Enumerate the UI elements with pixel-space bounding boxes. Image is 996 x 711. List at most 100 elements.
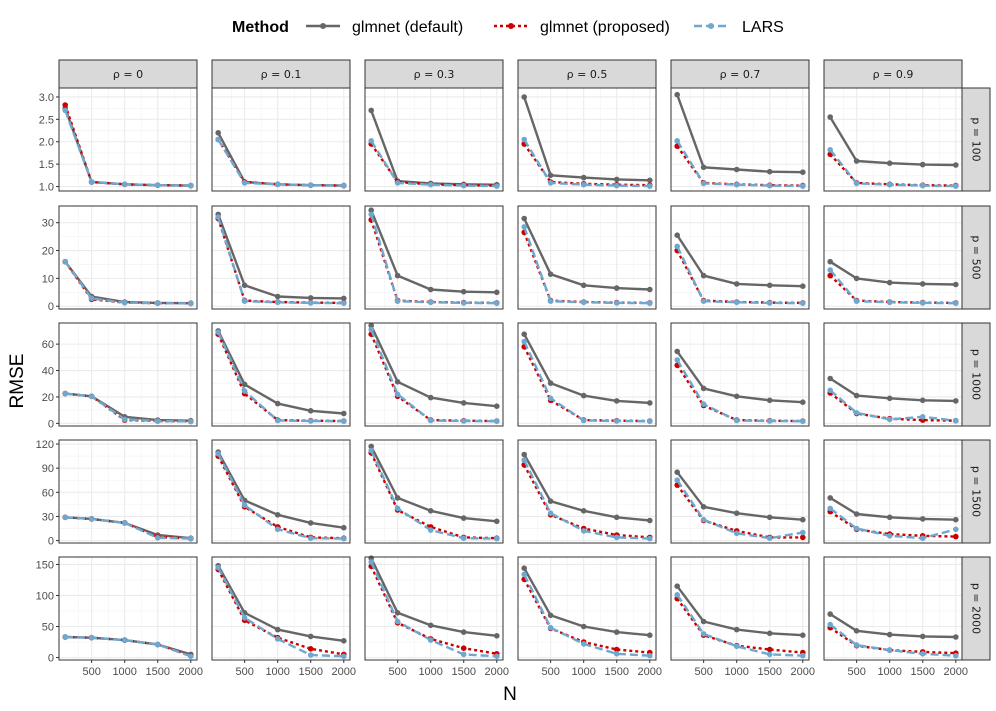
data-point-lars	[215, 214, 221, 220]
panel-bg	[59, 557, 197, 660]
panel-border	[670, 205, 810, 310]
series-line-lars	[676, 140, 803, 188]
data-point-lars	[700, 401, 707, 408]
data-point-lars	[427, 417, 434, 424]
data-point-default	[274, 626, 281, 633]
legend-label-proposed: glmnet (proposed)	[540, 19, 670, 36]
data-point-default	[394, 272, 401, 279]
series-line-lars	[217, 138, 344, 187]
data-point-lars	[733, 181, 740, 188]
data-point-lars	[953, 526, 959, 533]
y-axis-title: RMSE	[7, 354, 28, 409]
panel-border	[211, 205, 351, 310]
data-point-default	[674, 583, 680, 589]
data-point-default	[800, 632, 806, 638]
row-strip-label: p = 1500	[970, 466, 983, 517]
facet-panel	[211, 439, 351, 544]
data-point-lars	[215, 564, 221, 571]
facet-panel	[517, 439, 657, 544]
col-strip: ρ = 0	[58, 59, 198, 89]
col-strip-bg	[364, 59, 504, 89]
data-point-lars	[521, 338, 527, 345]
data-point-lars	[494, 300, 500, 307]
data-point-lars	[674, 357, 680, 363]
data-point-lars	[766, 182, 773, 189]
data-point-lars	[886, 533, 893, 539]
facet-panel	[823, 87, 963, 192]
data-point-default	[521, 331, 527, 338]
data-point-lars	[394, 298, 401, 305]
y-tick-label: 0	[48, 301, 54, 313]
y-tick-label: 150	[36, 559, 54, 571]
data-point-default	[733, 626, 740, 633]
data-point-lars	[521, 571, 527, 578]
data-point-lars	[580, 528, 587, 534]
data-point-default	[580, 508, 587, 514]
data-point-default	[700, 385, 707, 392]
data-point-lars	[827, 505, 833, 512]
facet-panel	[517, 322, 657, 427]
data-point-lars	[215, 450, 221, 457]
data-point-default	[521, 94, 527, 100]
series-line-proposed	[217, 333, 344, 423]
row-strip: p = 1000	[961, 322, 991, 427]
data-point-default	[800, 399, 806, 406]
facet-panel	[364, 439, 504, 544]
x-tick-label: 500	[82, 666, 100, 678]
y-tick-label: 40	[42, 366, 54, 378]
data-point-lars	[274, 181, 281, 188]
data-point-lars	[953, 300, 959, 307]
data-point-lars	[274, 299, 281, 306]
data-point-lars	[700, 180, 707, 187]
data-point-lars	[853, 180, 860, 187]
x-tick-label: 2000	[944, 666, 968, 678]
data-point-default	[700, 272, 707, 279]
data-point-lars	[121, 299, 128, 306]
data-point-lars	[307, 535, 314, 541]
panel-border	[211, 87, 351, 192]
y-tick-label: 20	[42, 392, 54, 404]
y-tick-label: 30	[42, 511, 54, 523]
data-point-lars	[307, 652, 314, 658]
row-strip-bg	[961, 439, 991, 544]
data-point-lars	[766, 300, 773, 306]
data-point-default	[766, 514, 773, 521]
legend-entry-default: glmnet (default)	[306, 19, 463, 36]
panel-bg	[824, 206, 962, 309]
col-strip: ρ = 0.1	[211, 59, 351, 89]
data-point-default	[700, 164, 707, 171]
col-strip-bg	[211, 59, 351, 89]
panel-border	[823, 87, 963, 192]
y-tick-label: 30	[42, 218, 54, 230]
y-tick-label: 1.0	[39, 182, 54, 194]
data-point-lars	[766, 418, 773, 424]
row-strip-bg	[961, 322, 991, 427]
x-tick-label: 500	[235, 666, 253, 678]
data-point-lars	[547, 298, 554, 305]
x-tick-label: 2000	[332, 666, 356, 678]
legend-title: Method	[232, 19, 289, 36]
facet-panel	[517, 87, 657, 192]
data-point-lars	[62, 634, 68, 640]
data-point-lars	[919, 182, 926, 189]
data-point-lars	[460, 182, 467, 189]
panel-border	[517, 87, 657, 192]
x-tick-label: 1000	[877, 666, 901, 678]
data-point-lars	[733, 299, 740, 306]
data-point-default	[647, 177, 653, 184]
data-point-lars	[647, 183, 653, 189]
legend: Method glmnet (default) glmnet (proposed…	[232, 19, 784, 36]
data-point-lars	[953, 417, 959, 424]
data-point-lars	[547, 510, 554, 516]
data-point-lars	[827, 621, 833, 628]
facet-panel	[517, 205, 657, 310]
data-point-lars	[241, 388, 248, 394]
facet-panel	[211, 322, 351, 427]
data-point-lars	[580, 299, 587, 306]
data-point-default	[547, 271, 554, 278]
data-point-default	[460, 515, 467, 521]
data-point-default	[521, 451, 527, 458]
data-point-lars	[521, 224, 527, 230]
data-point-default	[307, 408, 314, 414]
y-tick-label: 0	[48, 653, 54, 665]
